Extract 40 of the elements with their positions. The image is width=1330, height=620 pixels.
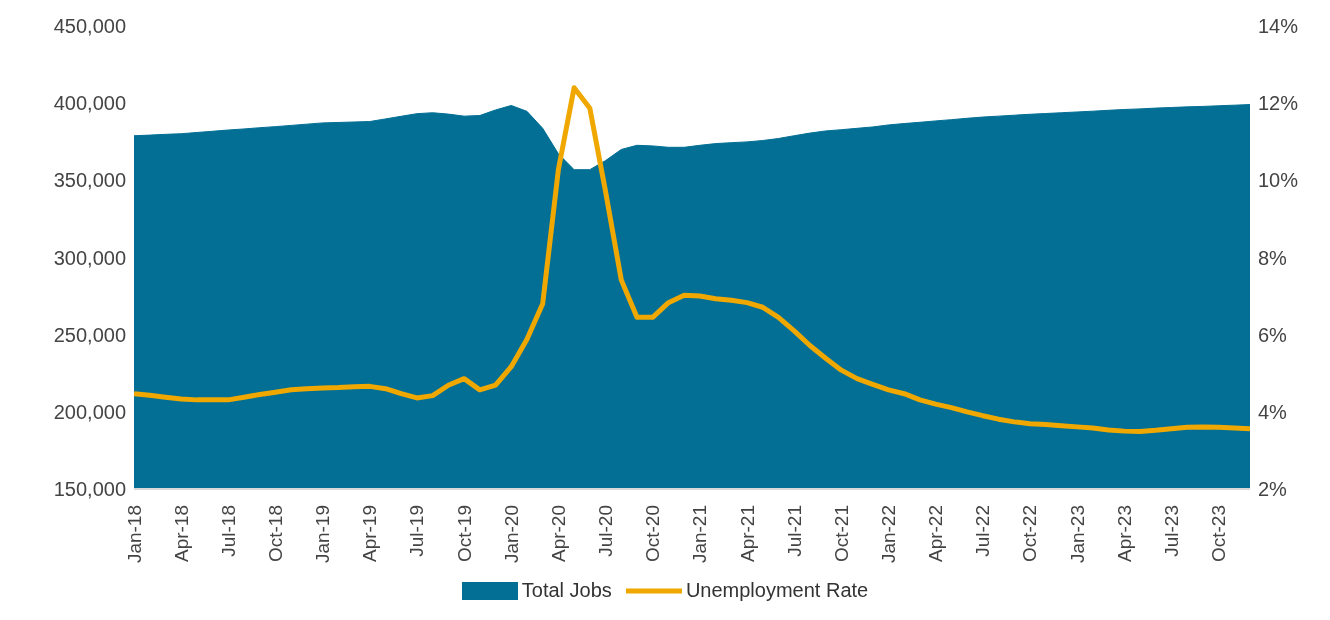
x-tick-label: Apr-19 [359,505,381,563]
x-tick-label: Apr-18 [170,505,192,563]
x-tick-label: Apr-22 [925,505,947,563]
y2-tick-label: 14% [1258,15,1299,38]
y-tick-label: 400,000 [53,92,126,115]
x-tick-label: Jan-23 [1066,505,1088,564]
legend-label: Unemployment Rate [685,579,869,602]
x-tick-label: Apr-20 [547,505,569,563]
x-tick-label: Oct-19 [453,505,475,563]
x-tick-label: Jul-23 [1160,505,1182,557]
x-tick-label: Oct-20 [642,505,664,563]
x-tick-label: Apr-23 [1113,505,1135,563]
x-tick-label: Oct-18 [264,505,286,563]
x-tick-label: Apr-21 [736,505,758,563]
x-tick-label: Jul-22 [972,505,994,557]
legend-label: Total Jobs [521,579,612,602]
x-tick-label: Jan-20 [500,505,522,564]
x-tick-label: Oct-23 [1208,505,1230,563]
y2-tick-label: 2% [1258,478,1288,501]
y-tick-label: 200,000 [53,400,126,423]
x-tick-label: Jul-18 [217,505,239,557]
y-tick-label: 450,000 [53,15,126,38]
x-tick-label: Jan-21 [689,505,711,564]
x-tick-label: Jul-21 [783,505,805,557]
y2-tick-label: 6% [1258,323,1288,346]
x-tick-label: Jan-18 [123,505,145,564]
x-tick-label: Jul-19 [406,505,428,557]
x-tick-label: Jan-22 [877,505,899,564]
y-tick-label: 150,000 [53,478,126,501]
y-tick-label: 350,000 [53,169,126,192]
y2-tick-label: 10% [1258,169,1299,192]
x-tick-label: Oct-22 [1019,505,1041,563]
y-tick-label: 300,000 [53,246,126,269]
x-tick-label: Jan-19 [312,505,334,564]
y2-tick-label: 4% [1258,400,1288,423]
y2-tick-label: 8% [1258,246,1288,269]
x-tick-label: Jul-20 [595,505,617,557]
y-tick-label: 250,000 [53,323,126,346]
y2-tick-label: 12% [1258,92,1299,115]
x-tick-label: Oct-21 [830,505,852,563]
